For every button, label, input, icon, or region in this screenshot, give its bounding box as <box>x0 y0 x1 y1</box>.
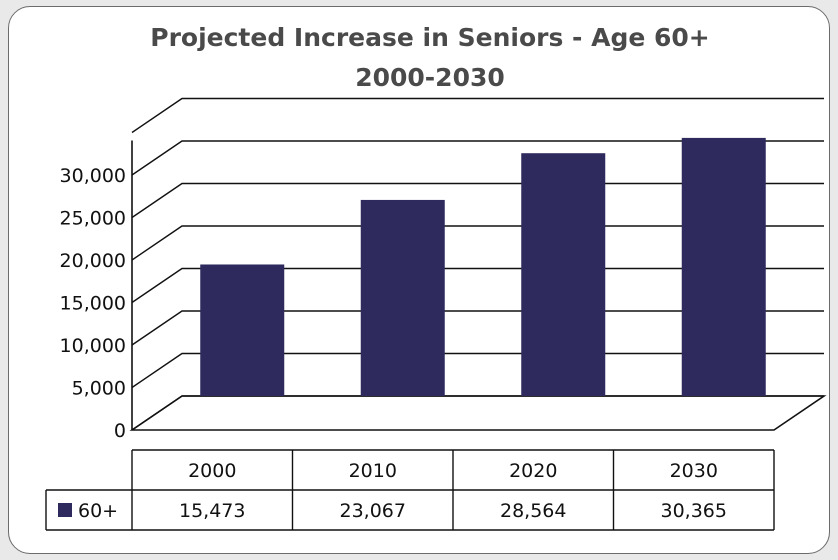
y-tick-label: 0 <box>114 420 126 442</box>
chart-floor <box>129 395 827 431</box>
gridline <box>131 140 824 176</box>
gridline <box>131 267 824 304</box>
table-category: 2010 <box>349 460 397 482</box>
data-table: 2000 2010 2020 2030 15,473 23,067 28,564 30,365… <box>45 449 775 531</box>
gridline <box>131 395 824 431</box>
y-tick-label: 20,000 <box>60 250 126 272</box>
table-value: 30,365 <box>661 500 727 522</box>
legend-label: 60+ <box>78 500 118 522</box>
y-tick-label: 25,000 <box>60 208 126 230</box>
y-tick-label: 10,000 <box>60 335 126 357</box>
bar <box>681 137 766 396</box>
y-tick-label: 30,000 <box>60 165 126 187</box>
table-category: 2000 <box>188 460 236 482</box>
gridline <box>131 225 824 261</box>
gridline <box>131 310 824 346</box>
table-category: 2030 <box>670 460 718 482</box>
chart-subtitle: 2000-2030 <box>355 63 505 92</box>
bar <box>200 264 285 396</box>
y-tick-label: 15,000 <box>60 293 126 315</box>
bars <box>200 137 766 396</box>
legend-swatch <box>58 503 72 517</box>
table-value: 15,473 <box>179 500 245 522</box>
gridline <box>131 97 824 134</box>
gridline <box>131 182 824 219</box>
bar <box>360 199 445 396</box>
bar <box>521 153 606 396</box>
axes <box>129 140 827 431</box>
chart-title: Projected Increase in Seniors - Age 60+ <box>150 23 710 52</box>
gridline <box>131 352 824 389</box>
y-tick-label: 5,000 <box>72 378 126 400</box>
table-value: 23,067 <box>340 500 406 522</box>
table-category: 2020 <box>509 460 557 482</box>
y-tick-labels: 0 5,000 10,000 15,000 20,000 25,000 30,000 <box>60 165 126 442</box>
table-value: 28,564 <box>500 500 566 522</box>
